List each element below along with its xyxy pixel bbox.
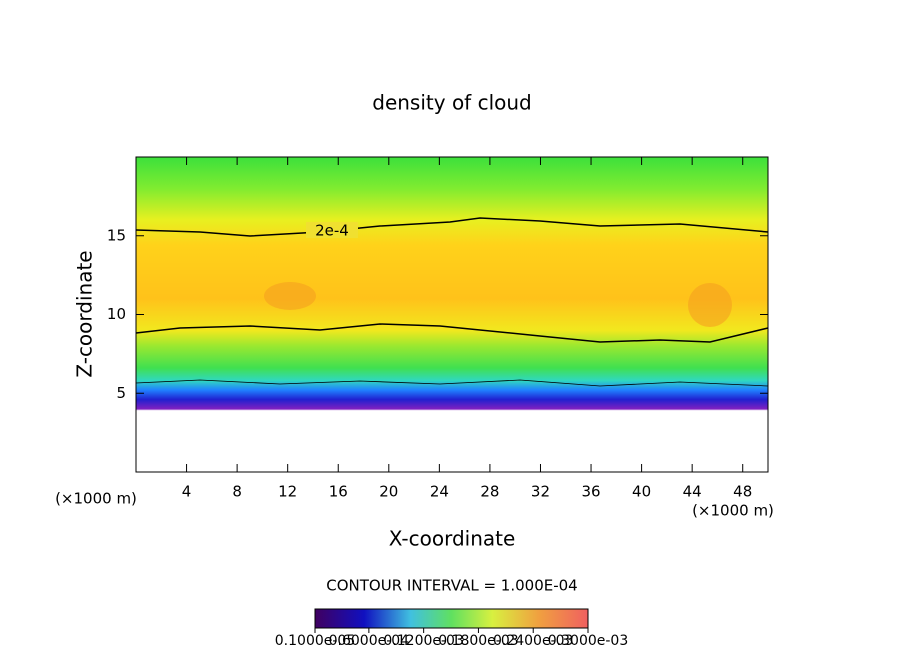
field-blob — [264, 282, 316, 310]
field — [136, 157, 768, 472]
contour-line — [135, 323, 769, 343]
y-axis-label: Z-coordinate — [73, 250, 97, 377]
x-tick-label: 44 — [683, 483, 702, 501]
x-tick-label: 4 — [182, 483, 192, 501]
x-tick-label: 12 — [278, 483, 297, 501]
colorbar — [314, 608, 589, 629]
chart-title: density of cloud — [372, 91, 531, 115]
colorbar-tick-label: 0.3000e-03 — [548, 633, 628, 649]
colorbar-tick-label: 0.2400e-03 — [493, 633, 573, 649]
label-bg — [306, 222, 358, 238]
x-tick-label: 48 — [733, 483, 752, 501]
contour-interval: CONTOUR INTERVAL = 1.000E-04 — [326, 577, 577, 595]
x-tick-label: 36 — [581, 483, 600, 501]
x-tick-label: 40 — [632, 483, 651, 501]
contour-line — [135, 379, 769, 387]
colorbar-tick-label: 0.6000e-04 — [329, 633, 410, 649]
y-tick-label: 15 — [107, 226, 126, 244]
x-tick-label: 32 — [531, 483, 550, 501]
x-unit: (×1000 m) — [692, 502, 774, 520]
colorbar-tick-label: 0.1200e-03 — [383, 633, 463, 649]
contour-line — [135, 217, 769, 237]
y-tick-label: 5 — [116, 384, 126, 402]
x-tick-label: 8 — [232, 483, 242, 501]
x-tick-label: 20 — [379, 483, 398, 501]
colorbar-tick-label: 0.1800e-03 — [438, 633, 518, 649]
x-unit: (×1000 m) — [55, 490, 137, 508]
contour-label: 2e-4 — [315, 222, 349, 240]
x-tick-label: 28 — [480, 483, 499, 501]
colorbar-tick-label: 0.1000e-05 — [275, 633, 355, 649]
y-tick-label: 10 — [107, 305, 126, 323]
x-axis-label: X-coordinate — [389, 527, 516, 551]
x-tick-label: 16 — [329, 483, 348, 501]
field-blob — [688, 283, 732, 327]
x-tick-label: 24 — [430, 483, 449, 501]
